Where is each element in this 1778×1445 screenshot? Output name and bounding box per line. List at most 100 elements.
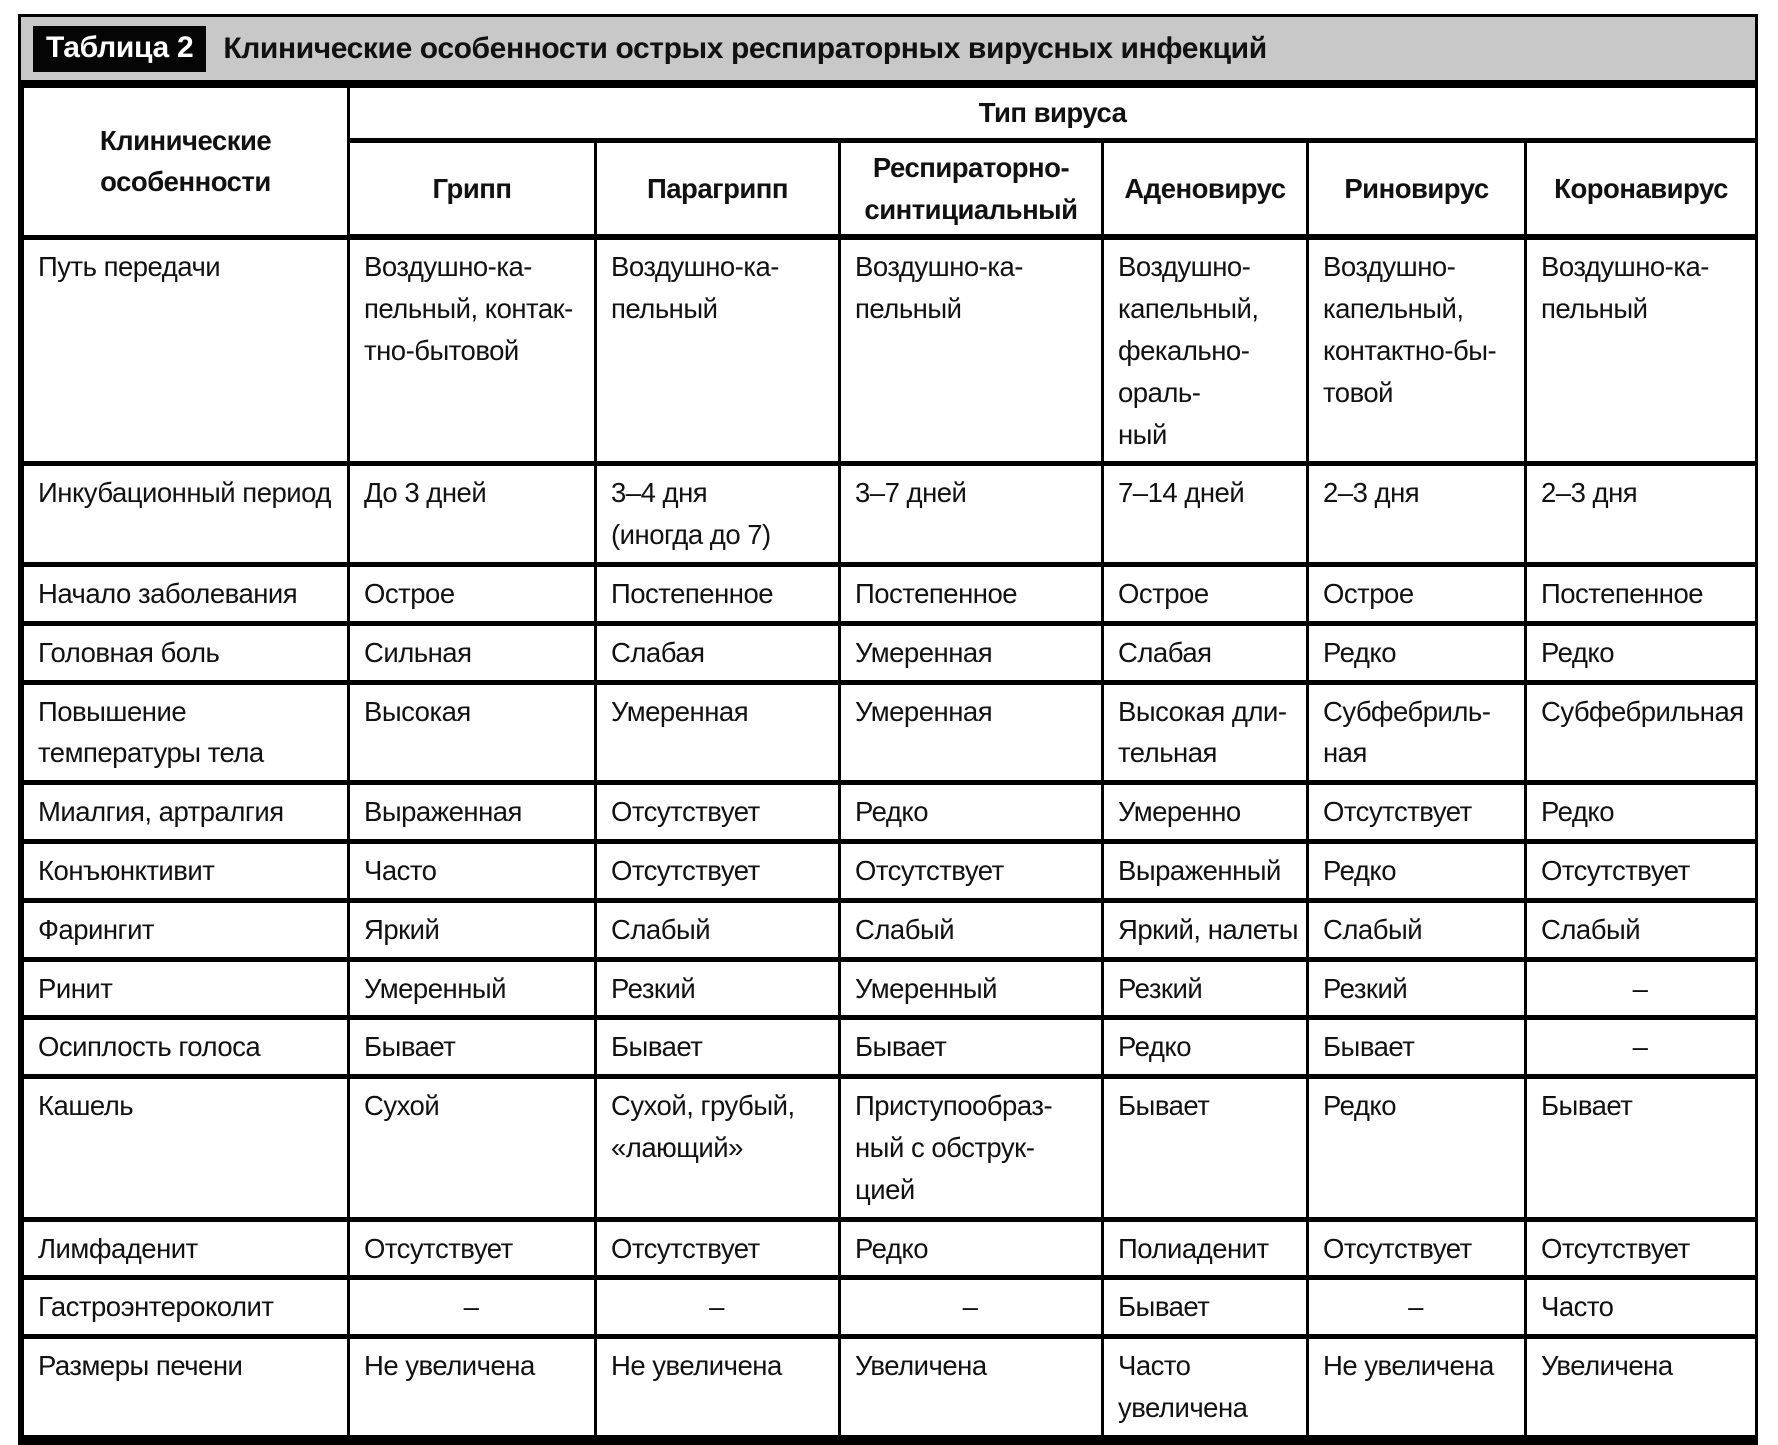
cell: Бывает <box>1101 1275 1309 1340</box>
row-label: Ринит <box>21 956 350 1021</box>
cell: Высокая дли- тельная <box>1101 679 1309 786</box>
clinical-features-table-frame: Таблица 2 Клинические особенности острых… <box>18 14 1759 1445</box>
cell: Острое <box>347 561 597 626</box>
cell: Умеренный <box>347 956 597 1021</box>
cell: Воздушно-ка- пельный <box>1523 234 1759 467</box>
table-row: Инкубационный период До 3 дней 3–4 дня (ин… <box>21 461 1759 567</box>
cell: Отсутствует <box>1523 1216 1759 1281</box>
table-row: Лимфаденит Отсутствует Отсутствует Редко Пол… <box>21 1216 1759 1281</box>
row-label: Миалгия, артралгия <box>21 780 350 844</box>
cell: Слабый <box>838 897 1104 962</box>
row-label: Фарингит <box>21 897 350 962</box>
row-label: Лимфаденит <box>21 1216 350 1281</box>
row-label: Гастроэнтероколит <box>21 1275 350 1340</box>
row-label: Кашель <box>21 1074 350 1222</box>
virus-column-header: Коронавирус <box>1523 137 1759 241</box>
cell: Отсутствует <box>838 838 1104 903</box>
cell: Выраженный <box>1101 838 1309 903</box>
cell: Яркий <box>347 897 597 962</box>
cell: Сухой <box>347 1074 597 1222</box>
row-label: Размеры печени <box>21 1334 350 1440</box>
row-label: Начало заболевания <box>21 561 350 626</box>
virus-column-header: Аденовирус <box>1101 137 1309 241</box>
cell: До 3 дней <box>347 461 597 567</box>
cell: Не увеличена <box>347 1334 597 1440</box>
table-row: Путь передачи Воздушно-ка- пельный, конта… <box>21 234 1759 467</box>
cell: Постепенное <box>838 561 1104 626</box>
table-row: Начало заболевания Острое Постепенное Посте… <box>21 561 1759 626</box>
cell: 2–3 дня <box>1523 461 1759 567</box>
cell: Постепенное <box>594 561 841 626</box>
cell: Часто увеличена <box>1101 1334 1309 1440</box>
table-row: Повышение температуры тела Высокая Умеренн… <box>21 679 1759 786</box>
cell: Отсутствует <box>594 780 841 844</box>
cell: – <box>1523 1015 1759 1080</box>
table-header: Клинические особенности Тип вируса Грипп… <box>21 83 1759 241</box>
row-label: Конъюнктивит <box>21 838 350 903</box>
cell: Бывает <box>838 1015 1104 1080</box>
cell: Увеличена <box>838 1334 1104 1440</box>
cell: – <box>594 1275 841 1340</box>
table-row: Кашель Сухой Сухой, грубый, «лающий» Присту… <box>21 1074 1759 1222</box>
cell: Воздушно- капельный, фекально-ораль- ный <box>1101 234 1309 467</box>
table-row: Фарингит Яркий Слабый Слабый Яркий, налеты Сл… <box>21 897 1759 962</box>
cell: Воздушно-ка- пельный <box>838 234 1104 467</box>
cell: Приступообраз- ный с обструк- цией <box>838 1074 1104 1222</box>
table-row: Головная боль Сильная Слабая Умеренная Слаба… <box>21 620 1759 685</box>
group-header-row: Клинические особенности Тип вируса <box>21 83 1759 240</box>
cell: Слабая <box>1101 620 1309 685</box>
cell: Отсутствует <box>594 1216 841 1281</box>
clinical-features-table: Клинические особенности Тип вируса Грипп… <box>21 83 1759 1440</box>
cell: Умеренная <box>838 679 1104 786</box>
row-label: Повышение температуры тела <box>21 679 350 786</box>
cell: Отсутствует <box>1523 838 1759 903</box>
cell: 3–4 дня (иногда до 7) <box>594 461 841 567</box>
row-label: Головная боль <box>21 620 350 685</box>
cell: Редко <box>1101 1015 1309 1080</box>
cell: Редко <box>1306 838 1527 903</box>
cell: Отсутствует <box>347 1216 597 1281</box>
cell: Не увеличена <box>1306 1334 1527 1440</box>
cell: Бывает <box>347 1015 597 1080</box>
cell: Субфебриль- ная <box>1306 679 1527 786</box>
cell: Сильная <box>347 620 597 685</box>
cell: Умеренный <box>838 956 1104 1021</box>
cell: Отсутствует <box>594 838 841 903</box>
cell: Полиаденит <box>1101 1216 1309 1281</box>
cell: Острое <box>1306 561 1527 626</box>
virus-column-header: Респираторно- синтициальный <box>838 137 1104 241</box>
cell: Умеренная <box>838 620 1104 685</box>
cell: Редко <box>1306 1074 1527 1222</box>
cell: Резкий <box>1101 956 1309 1021</box>
cell: Умеренная <box>594 679 841 786</box>
cell: Редко <box>838 780 1104 844</box>
cell: Воздушно- капельный, контактно-бы- товой <box>1306 234 1527 467</box>
cell: Субфебрильная <box>1523 679 1759 786</box>
cell: 2–3 дня <box>1306 461 1527 567</box>
cell: Резкий <box>1306 956 1527 1021</box>
cell: Часто <box>1523 1275 1759 1340</box>
cell: 3–7 дней <box>838 461 1104 567</box>
cell: Бывает <box>1306 1015 1527 1080</box>
cell: Воздушно-ка- пельный <box>594 234 841 467</box>
virus-column-header: Риновирус <box>1306 137 1527 241</box>
table-row: Осиплость голоса Бывает Бывает Бывает Редко Б… <box>21 1015 1759 1080</box>
table-title: Клинические особенности острых респирато… <box>223 31 1267 65</box>
cell: Слабая <box>594 620 841 685</box>
cell: Сухой, грубый, «лающий» <box>594 1074 841 1222</box>
cell: Редко <box>1306 620 1527 685</box>
cell: Увеличена <box>1523 1334 1759 1440</box>
table-title-bar: Таблица 2 Клинические особенности острых… <box>21 17 1755 83</box>
cell: Бывает <box>1101 1074 1309 1222</box>
cell: – <box>1306 1275 1527 1340</box>
cell: Слабый <box>1523 897 1759 962</box>
cell: Отсутствует <box>1306 1216 1527 1281</box>
cell: Высокая <box>347 679 597 786</box>
table-number-tag: Таблица 2 <box>33 25 207 72</box>
table-row: Размеры печени Не увеличена Не увеличена Ув… <box>21 1334 1759 1440</box>
cell: Острое <box>1101 561 1309 626</box>
table-row: Гастроэнтероколит – – – Бывает – Часто <box>21 1275 1759 1340</box>
cell: – <box>347 1275 597 1340</box>
cell: – <box>1523 956 1759 1021</box>
cell: 7–14 дней <box>1101 461 1309 567</box>
